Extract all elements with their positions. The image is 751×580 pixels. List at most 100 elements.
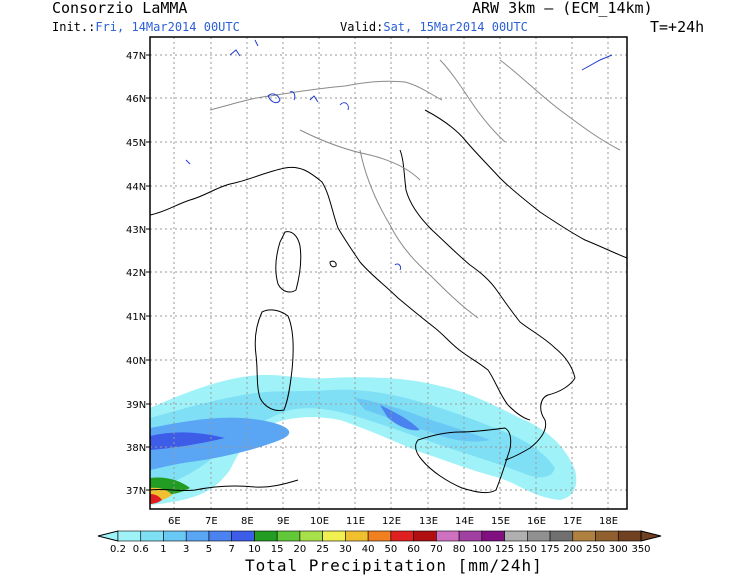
lon-label: 13E xyxy=(419,516,438,527)
legend-arrow-right xyxy=(640,530,662,542)
legend-swatch xyxy=(276,530,301,542)
lat-labels: 47N 46N 45N 44N 43N 42N 41N 40N 39N 38N … xyxy=(126,51,146,497)
precip-band-strong-2 xyxy=(355,398,490,442)
coastlines xyxy=(149,109,628,494)
legend-swatch xyxy=(163,530,187,542)
legend-swatch xyxy=(572,530,596,542)
legend-value: 40 xyxy=(362,544,375,555)
legend-title: Total Precipitation [mm/24h] xyxy=(245,556,543,575)
legend-value: 200 xyxy=(563,544,582,555)
lon-label: 9E xyxy=(277,516,290,527)
legend-swatch xyxy=(254,530,278,542)
legend-value: 5 xyxy=(206,544,212,555)
lat-label: 46N xyxy=(126,94,146,105)
lat-tick-marks xyxy=(146,54,150,491)
lat-label: 45N xyxy=(126,138,146,149)
init-label: Init.: xyxy=(52,20,96,34)
legend-colorbar xyxy=(97,530,662,542)
legend-value: 25 xyxy=(316,544,329,555)
lead-time: T=+24h xyxy=(650,18,705,36)
legend-value: 1 xyxy=(160,544,166,555)
legend-value: 150 xyxy=(518,544,537,555)
legend-value: 0.6 xyxy=(133,544,149,555)
legend-swatch xyxy=(208,530,232,542)
legend-swatch xyxy=(322,530,346,542)
legend-value: 15 xyxy=(271,544,284,555)
valid-time: Valid:Sat, 15Mar2014 00UTC xyxy=(340,20,528,34)
legend-value: 30 xyxy=(339,544,352,555)
lat-label: 37N xyxy=(126,486,146,497)
precip-band-strong xyxy=(150,417,290,470)
legend-swatch xyxy=(413,530,437,542)
legend-value: 3 xyxy=(183,544,189,555)
model-title: ARW 3km – (ECM_14km) xyxy=(472,0,653,17)
legend-swatch xyxy=(231,530,255,542)
legend-swatch xyxy=(458,530,483,542)
precip-core-max-3 xyxy=(150,494,162,504)
precip-core-west xyxy=(150,432,225,450)
lon-label: 16E xyxy=(527,516,546,527)
precip-band-mid xyxy=(150,389,555,490)
precipitation-field xyxy=(150,374,577,505)
lon-label: 12E xyxy=(382,516,401,527)
legend-swatch xyxy=(481,530,505,542)
legend-swatch xyxy=(504,530,528,542)
legend-value: 300 xyxy=(609,544,628,555)
legend-swatch xyxy=(549,530,574,542)
legend-value: 100 xyxy=(472,544,491,555)
valid-value: Sat, 15Mar2014 00UTC xyxy=(383,20,528,34)
legend-value: 125 xyxy=(495,544,514,555)
lat-label: 43N xyxy=(126,225,146,236)
legend-swatch xyxy=(299,530,323,542)
legend-swatch xyxy=(527,530,551,542)
legend-value: 20 xyxy=(294,544,307,555)
map-frame xyxy=(149,36,628,510)
init-time: Init.:Fri, 14Mar2014 00UTC xyxy=(52,20,240,34)
legend-value: 350 xyxy=(631,544,650,555)
legend-swatch xyxy=(140,530,164,542)
org-title: Consorzio LaMMA xyxy=(52,0,188,17)
legend-value: 60 xyxy=(407,544,420,555)
legend-swatch xyxy=(117,530,142,542)
lon-label: 18E xyxy=(599,516,618,527)
borders xyxy=(209,59,621,319)
lon-label: 6E xyxy=(168,516,181,527)
legend-swatch xyxy=(390,530,414,542)
lon-label: 17E xyxy=(563,516,582,527)
lakes xyxy=(185,39,613,271)
lon-labels: 6E 7E 8E 9E 10E 11E 12E 13E 14E 15E 16E … xyxy=(168,516,618,527)
lon-label: 7E xyxy=(205,516,218,527)
lat-label: 38N xyxy=(126,443,146,454)
legend-swatch xyxy=(436,530,460,542)
lat-label: 42N xyxy=(126,268,146,279)
legend-swatch xyxy=(617,530,642,542)
legend-swatch xyxy=(367,530,392,542)
lon-label: 10E xyxy=(310,516,329,527)
lon-label: 14E xyxy=(455,516,474,527)
lon-label: 15E xyxy=(491,516,510,527)
legend-value: 80 xyxy=(453,544,466,555)
legend-value: 50 xyxy=(385,544,398,555)
legend-value: 0.2 xyxy=(110,544,126,555)
legend-value: 70 xyxy=(430,544,443,555)
legend-value: 7 xyxy=(229,544,235,555)
lon-label: 11E xyxy=(346,516,365,527)
legend-swatch xyxy=(185,530,210,542)
legend-value: 250 xyxy=(586,544,605,555)
legend-value: 10 xyxy=(248,544,261,555)
valid-label: Valid: xyxy=(340,20,384,34)
lon-label: 8E xyxy=(241,516,254,527)
legend-swatch xyxy=(345,530,369,542)
lat-label: 41N xyxy=(126,312,146,323)
lat-label: 40N xyxy=(126,356,146,367)
lat-label: 44N xyxy=(126,182,146,193)
legend-swatch xyxy=(595,530,619,542)
legend-labels: 0.2 0.6 1 3 5 7 10 15 20 25 30 40 50 60 70 80 100 125 150 1… xyxy=(110,544,651,555)
legend-value: 175 xyxy=(540,544,559,555)
lat-label: 39N xyxy=(126,400,146,411)
precip-core-east xyxy=(380,405,420,431)
init-value: Fri, 14Mar2014 00UTC xyxy=(95,20,240,34)
legend-arrow-left xyxy=(97,530,119,542)
lat-label: 47N xyxy=(126,51,146,62)
